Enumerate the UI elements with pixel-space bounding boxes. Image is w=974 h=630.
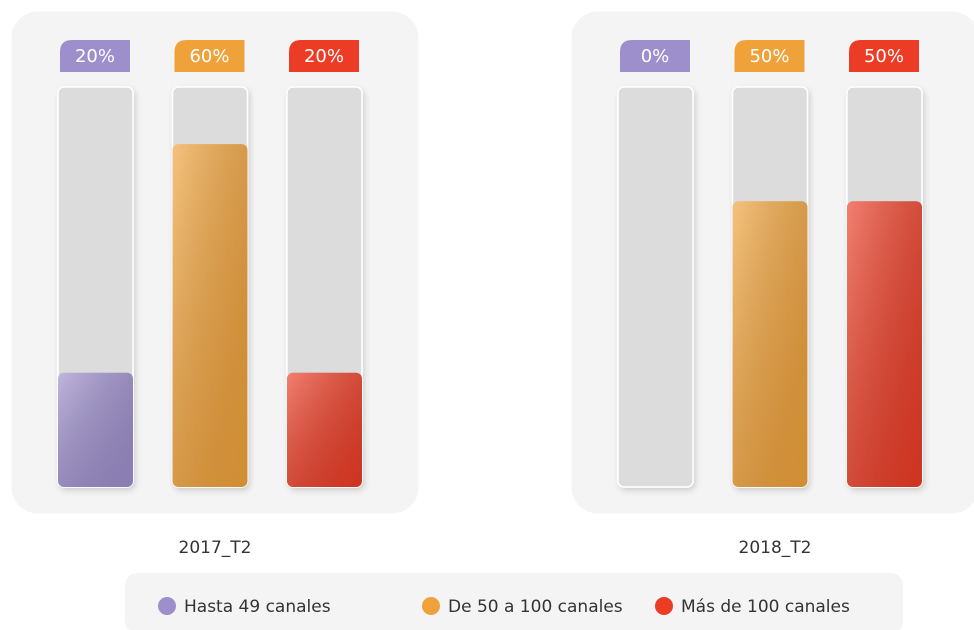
category-label: 2018_T2 <box>739 538 812 558</box>
value-label-box <box>620 40 690 72</box>
legend-label: De 50 a 100 canales <box>448 597 623 617</box>
value-label-box <box>60 40 130 72</box>
value-label: 50% <box>864 46 904 67</box>
bar-shine <box>287 372 362 487</box>
category-label: 2017_T2 <box>179 538 252 558</box>
bar-shine <box>172 144 248 487</box>
legend-label: Hasta 49 canales <box>184 597 331 617</box>
legend-swatch <box>158 597 176 615</box>
value-label-box <box>849 40 919 72</box>
value-label: 0% <box>641 46 670 67</box>
value-label-box <box>734 40 805 72</box>
value-label-box <box>174 40 245 72</box>
legend <box>125 573 903 630</box>
value-label: 20% <box>304 46 344 67</box>
bar-shine <box>732 201 808 488</box>
legend-swatch <box>422 597 440 615</box>
value-label: 60% <box>189 46 229 67</box>
legend-label: Más de 100 canales <box>681 597 850 617</box>
legend-swatch <box>655 597 673 615</box>
bar-shine <box>58 372 133 487</box>
value-label-box <box>289 40 359 72</box>
bar-shine <box>847 201 922 488</box>
bar-track <box>617 86 694 488</box>
value-label: 20% <box>75 46 115 67</box>
value-label: 50% <box>749 46 789 67</box>
